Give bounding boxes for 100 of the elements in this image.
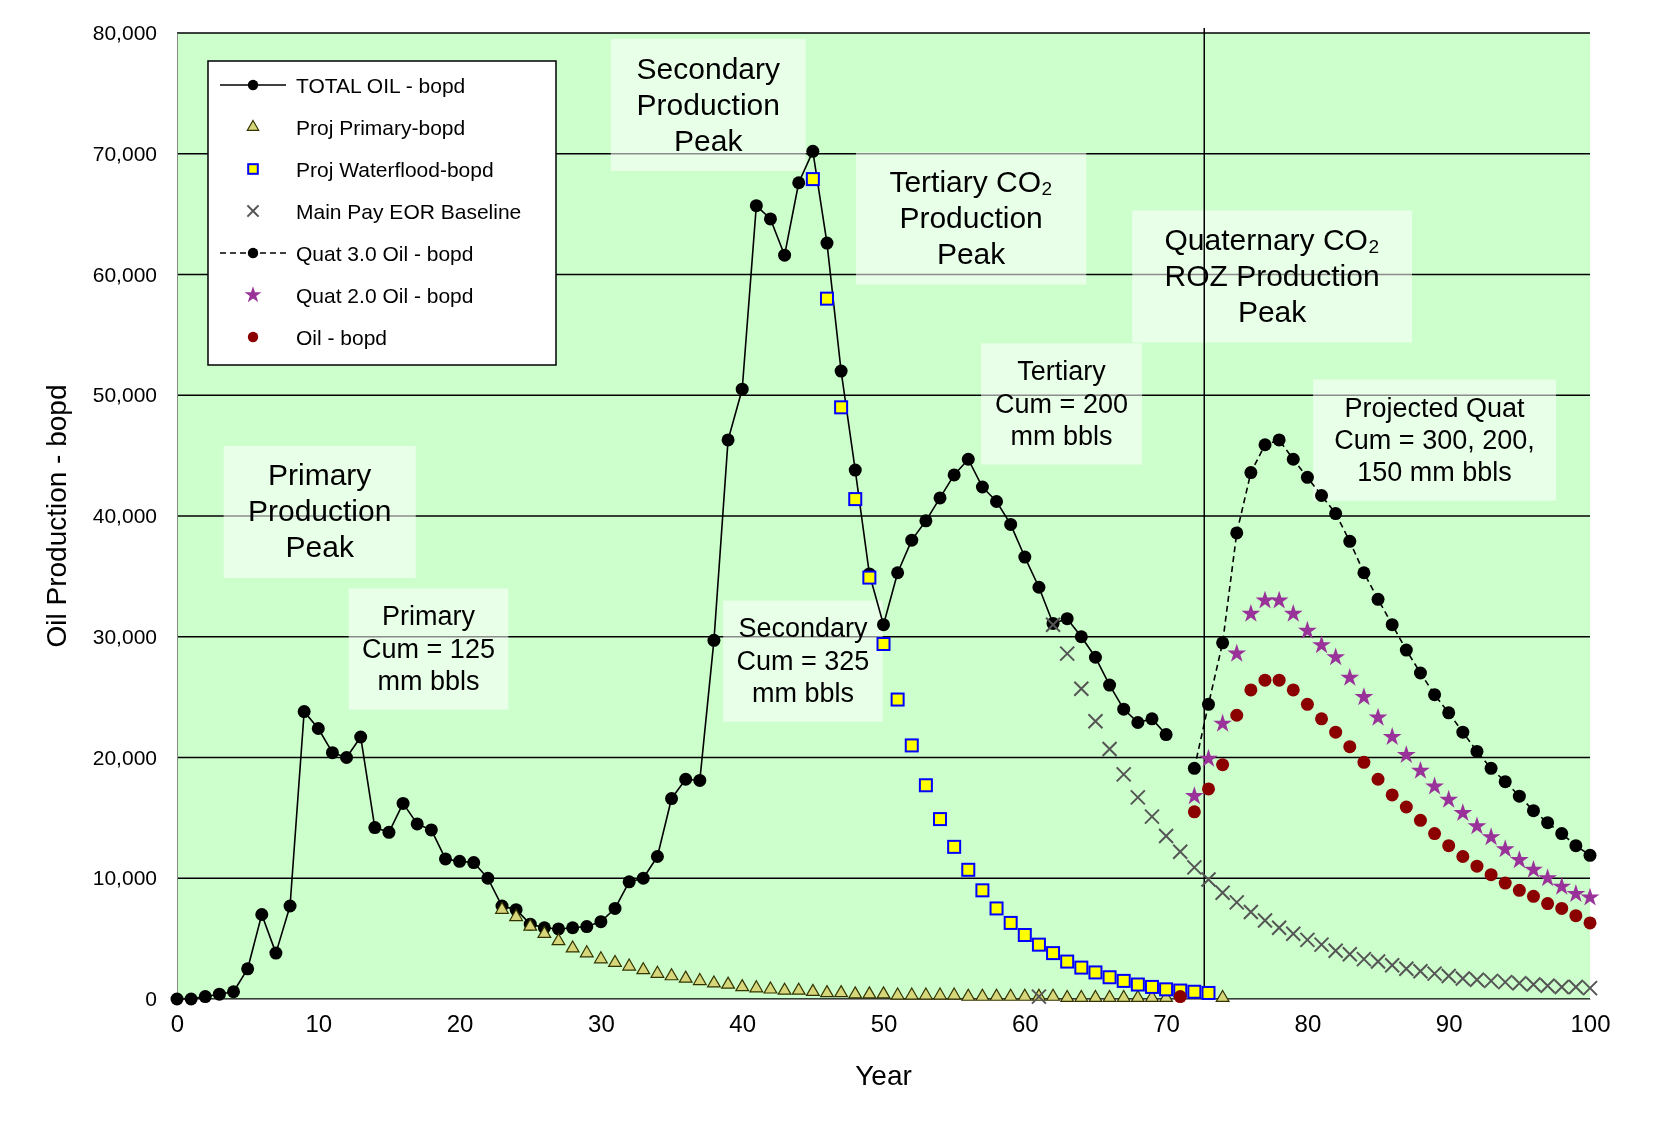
point bbox=[1555, 901, 1569, 915]
point bbox=[1555, 827, 1569, 841]
point bbox=[1227, 643, 1247, 662]
y-tick-label: 60,000 bbox=[92, 262, 157, 286]
x-tick-label: 90 bbox=[1435, 1010, 1463, 1038]
y-tick-label: 70,000 bbox=[92, 141, 157, 165]
point bbox=[1583, 848, 1597, 862]
point bbox=[1258, 438, 1272, 452]
point bbox=[834, 400, 849, 415]
point bbox=[848, 492, 863, 507]
point bbox=[1484, 868, 1498, 882]
point bbox=[1495, 839, 1515, 858]
point bbox=[805, 983, 820, 997]
x-tick-label: 20 bbox=[446, 1010, 474, 1038]
point bbox=[1187, 984, 1202, 999]
point bbox=[1216, 636, 1230, 650]
point bbox=[1357, 566, 1371, 580]
y-axis-title: Oil Production - bopd bbox=[41, 384, 72, 648]
point bbox=[819, 291, 834, 306]
point bbox=[1354, 687, 1374, 706]
point bbox=[1088, 989, 1103, 1003]
point bbox=[1299, 931, 1316, 948]
point bbox=[537, 925, 552, 939]
point bbox=[1371, 772, 1385, 786]
x-tick-label: 80 bbox=[1294, 1010, 1322, 1038]
point bbox=[1413, 666, 1427, 680]
point bbox=[1184, 786, 1204, 805]
point bbox=[1498, 876, 1512, 890]
point bbox=[1286, 683, 1300, 697]
point bbox=[1411, 760, 1430, 779]
point bbox=[1074, 989, 1089, 1003]
point bbox=[1130, 977, 1145, 992]
point bbox=[1357, 755, 1371, 769]
point bbox=[706, 975, 721, 988]
legend-label: Proj Primary-bopd bbox=[296, 116, 466, 139]
point bbox=[1159, 982, 1174, 997]
x-tick-label: 70 bbox=[1153, 1010, 1180, 1038]
point bbox=[933, 987, 947, 1000]
point bbox=[1580, 887, 1600, 906]
point bbox=[1269, 590, 1289, 609]
legend-label: Proj Waterflood-bopd bbox=[296, 158, 494, 181]
x-tick-label: 10 bbox=[305, 1010, 333, 1038]
point bbox=[1583, 916, 1597, 930]
point bbox=[1399, 643, 1413, 657]
point bbox=[918, 778, 933, 793]
point bbox=[1116, 973, 1131, 988]
point bbox=[1031, 937, 1046, 952]
point bbox=[1129, 789, 1146, 806]
point bbox=[1244, 466, 1258, 480]
point bbox=[1442, 706, 1456, 720]
point bbox=[1186, 859, 1203, 876]
point bbox=[1481, 827, 1501, 846]
point bbox=[1329, 725, 1343, 739]
point bbox=[1215, 989, 1230, 1003]
point bbox=[1425, 776, 1444, 795]
point bbox=[1541, 897, 1555, 911]
annotation: Secondary Production Peak bbox=[636, 51, 781, 157]
point bbox=[1340, 667, 1360, 686]
point bbox=[1385, 788, 1399, 802]
annotation: Secondary Cum = 325 mm bbls bbox=[736, 613, 870, 709]
x-tick-label: 60 bbox=[1011, 1010, 1039, 1038]
point bbox=[1144, 979, 1159, 994]
point bbox=[1315, 488, 1329, 502]
point bbox=[1102, 970, 1117, 985]
point bbox=[1315, 712, 1329, 726]
point bbox=[1087, 713, 1104, 730]
point bbox=[1216, 758, 1230, 772]
point bbox=[1399, 800, 1413, 814]
point bbox=[509, 908, 524, 922]
point bbox=[1102, 989, 1117, 1003]
point bbox=[622, 958, 637, 971]
point bbox=[1116, 989, 1131, 1003]
x-tick-label: 30 bbox=[588, 1010, 615, 1038]
point bbox=[721, 976, 736, 989]
point bbox=[1285, 925, 1302, 942]
point bbox=[1368, 707, 1388, 726]
annotation: Tertiary CO₂ Production Peak bbox=[889, 165, 1053, 271]
point bbox=[1060, 954, 1075, 969]
point bbox=[1059, 645, 1076, 662]
point bbox=[1200, 871, 1217, 888]
point bbox=[876, 986, 891, 999]
point bbox=[1187, 805, 1201, 819]
point bbox=[1158, 827, 1175, 844]
point bbox=[1130, 989, 1145, 1003]
point bbox=[1453, 803, 1473, 822]
point bbox=[1484, 761, 1498, 775]
point bbox=[1385, 618, 1399, 632]
point bbox=[1272, 673, 1286, 687]
point bbox=[1214, 884, 1231, 901]
point bbox=[1470, 744, 1484, 758]
y-tick-label: 0 bbox=[145, 987, 157, 1011]
point bbox=[608, 954, 622, 968]
point bbox=[749, 980, 764, 993]
point bbox=[650, 965, 665, 978]
x-tick-label: 50 bbox=[870, 1010, 898, 1038]
point bbox=[975, 883, 990, 898]
x-tick-label: 0 bbox=[170, 1010, 185, 1038]
y-tick-label: 50,000 bbox=[92, 383, 157, 407]
point bbox=[1329, 507, 1343, 521]
point bbox=[1371, 592, 1385, 606]
